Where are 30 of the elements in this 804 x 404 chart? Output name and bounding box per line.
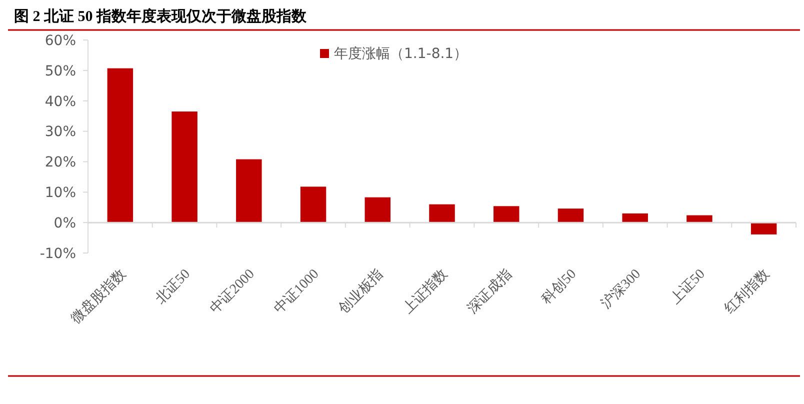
chart-title: 图 2 北证 50 指数年度表现仅次于微盘股指数 <box>14 7 308 25</box>
bar <box>364 197 391 223</box>
bar <box>429 204 455 223</box>
bar <box>107 68 134 223</box>
x-tick-label: 创业板指 <box>336 266 386 317</box>
bar <box>750 222 777 234</box>
bar <box>493 206 520 223</box>
x-tick-label: 上证50 <box>667 266 708 308</box>
y-tick-label: 0% <box>54 215 76 232</box>
bar <box>558 208 584 223</box>
y-tick-label: 30% <box>44 124 76 140</box>
x-tick-label: 北证50 <box>152 266 194 308</box>
bar <box>686 215 712 223</box>
bar <box>622 213 648 223</box>
legend-label: 年度涨幅（1.1-8.1） <box>334 46 468 62</box>
bar <box>172 112 198 223</box>
y-tick-label: -10% <box>40 246 76 262</box>
x-tick-label: 微盘股指数 <box>68 266 130 327</box>
y-tick-label: 40% <box>44 94 76 110</box>
x-tick-label: 上证指数 <box>400 266 451 317</box>
y-tick-label: 60% <box>44 32 76 49</box>
x-tick-label: 深证成指 <box>464 266 516 317</box>
x-tick-label: 红利指数 <box>722 266 773 317</box>
x-tick-label: 沪深300 <box>598 266 644 312</box>
bar <box>300 186 326 223</box>
bar <box>236 159 262 223</box>
y-tick-label: 50% <box>44 63 76 80</box>
y-tick-label: 20% <box>44 154 76 171</box>
y-tick-label: 10% <box>44 185 76 202</box>
x-tick-label: 科创50 <box>538 266 580 308</box>
